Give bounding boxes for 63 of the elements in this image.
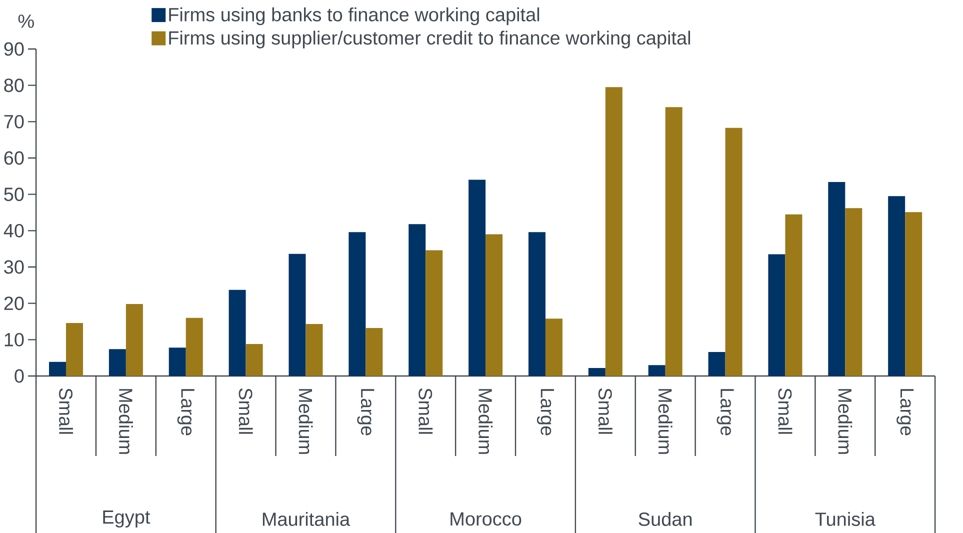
bar [306, 324, 323, 376]
bar [348, 232, 366, 376]
x-tick-label: Medium [478, 389, 493, 454]
text: Egypt [103, 510, 150, 528]
x-tick-label: Large [177, 389, 194, 436]
bar [108, 349, 126, 376]
text: Morocco [450, 512, 522, 526]
y-tick-label: 80 [4, 78, 24, 92]
x-tick-label: Large [357, 389, 374, 436]
y-tick-label: 30 [4, 260, 24, 274]
x-tick-label: Large [536, 389, 554, 436]
x-tick-label: Medium [118, 389, 133, 454]
bar [708, 352, 726, 376]
bar [545, 318, 562, 376]
y-tick-label: 40 [4, 224, 24, 238]
bar [468, 180, 486, 376]
bar [49, 362, 66, 376]
x-tick-label: Small [778, 388, 792, 434]
text: Sudan [638, 512, 692, 526]
bar [665, 107, 682, 376]
bar [888, 196, 906, 376]
x-tick-label: Medium [838, 389, 852, 454]
bar [486, 234, 503, 376]
y-tick-label: 90 [4, 42, 24, 56]
x-tick-label: Small [59, 388, 73, 434]
bar [648, 365, 666, 376]
y-tick-label: 10 [4, 332, 24, 346]
y-axis-title: % [18, 14, 34, 28]
x-tick-label: Large [716, 389, 734, 436]
x-tick-label: Small [598, 388, 612, 434]
legend-label: Firms using banks to finance working capital [169, 7, 540, 26]
bar [588, 368, 606, 376]
y-tick-label: 70 [4, 114, 24, 128]
text: Mauritania [262, 512, 350, 526]
x-tick-label: Small [418, 388, 433, 434]
bar [126, 304, 143, 376]
bar [605, 87, 622, 376]
bar [785, 214, 802, 376]
bar [408, 224, 426, 376]
bar [168, 348, 186, 376]
bar [768, 254, 786, 376]
bar [845, 208, 862, 376]
bar [186, 318, 203, 376]
bar [366, 328, 383, 376]
bar [828, 182, 846, 376]
y-tick-label: 50 [4, 188, 24, 202]
bar [725, 128, 742, 376]
y-tick-label: 20 [4, 296, 24, 310]
bar [66, 322, 84, 376]
bar [905, 212, 922, 376]
y-tick-label: 0 [14, 369, 24, 383]
bar [528, 232, 546, 376]
bar [426, 250, 443, 376]
x-tick-label: Medium [658, 389, 672, 454]
x-tick-label: Large [896, 389, 914, 436]
text: Tunisia [815, 512, 876, 526]
legend-label: Firms using supplier/customer credit to finance working capital [169, 30, 690, 48]
bar [246, 344, 263, 376]
x-tick-label: Medium [298, 389, 313, 454]
y-tick-label: 60 [4, 151, 24, 165]
bar [228, 290, 246, 376]
bar [288, 254, 306, 376]
x-tick-label: Small [238, 388, 253, 434]
